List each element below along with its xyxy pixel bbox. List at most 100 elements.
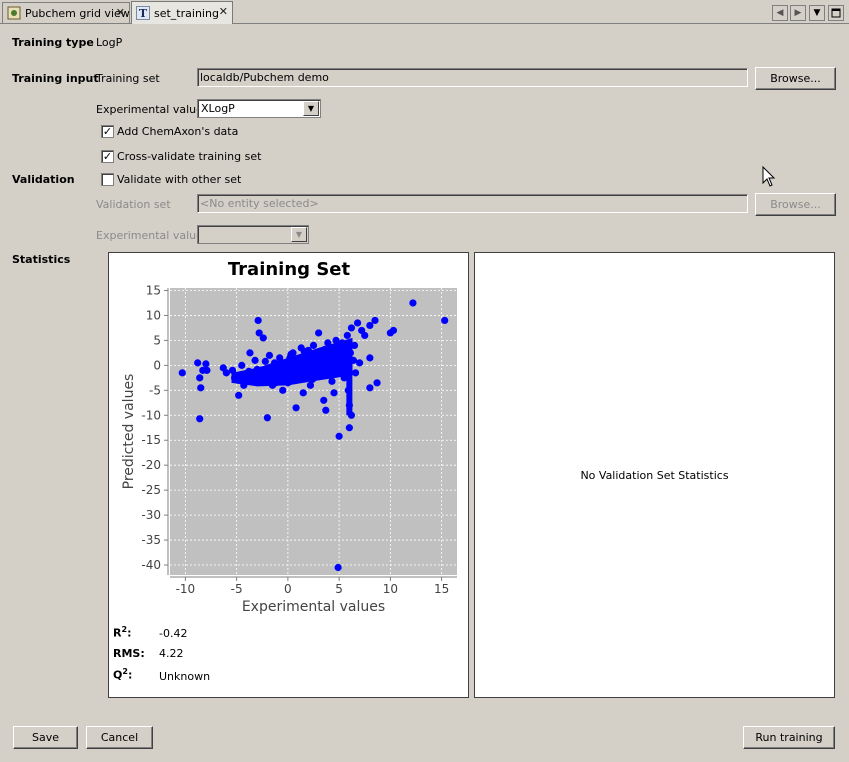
text-type-icon: T	[136, 6, 150, 20]
x-tick-label: -5	[231, 582, 243, 596]
data-point	[332, 336, 340, 345]
data-point	[202, 360, 210, 368]
data-point	[350, 341, 359, 349]
data-point	[441, 316, 449, 325]
y-tick-label: 10	[146, 308, 161, 322]
validate-other-checkbox[interactable]	[101, 173, 114, 186]
q2-value: Unknown	[159, 670, 211, 683]
validation-browse-button[interactable]: Browse...	[755, 193, 836, 216]
data-point	[340, 374, 348, 382]
data-point	[324, 339, 332, 347]
cross-validate-label: Cross-validate training set	[117, 150, 262, 163]
chart-title: Training Set	[228, 259, 351, 280]
data-point	[310, 354, 319, 362]
add-chemaxon-label: Add ChemAxon's data	[117, 125, 239, 138]
data-point	[347, 324, 356, 332]
data-point	[389, 326, 398, 335]
validation-experimental-select[interactable]: ▼	[197, 225, 309, 244]
add-chemaxon-checkbox[interactable]: ✓	[101, 125, 114, 138]
data-point	[322, 406, 330, 414]
data-point	[240, 381, 248, 389]
data-point	[321, 345, 329, 353]
chevron-down-icon[interactable]: ▼	[303, 101, 319, 116]
data-point	[309, 341, 318, 349]
data-point	[308, 375, 317, 383]
data-point	[303, 364, 311, 372]
data-point	[356, 359, 364, 367]
training-type-value: LogP	[96, 36, 123, 49]
data-point	[254, 316, 262, 325]
data-point	[366, 321, 374, 330]
y-tick-label: -20	[141, 458, 161, 472]
data-point	[228, 366, 237, 374]
statistics-label: Statistics	[12, 253, 71, 266]
close-icon[interactable]: ✕	[115, 6, 125, 19]
run-training-button[interactable]: Run training	[743, 726, 835, 749]
scroll-right-icon[interactable]: ▶	[790, 5, 806, 21]
data-point	[346, 349, 354, 357]
cancel-button[interactable]: Cancel	[86, 726, 153, 749]
data-point	[366, 384, 374, 392]
data-point	[196, 374, 204, 382]
validation-statistics-panel: No Validation Set Statistics	[474, 252, 835, 698]
training-set-label: Training set	[96, 72, 160, 85]
data-point	[361, 331, 369, 340]
y-tick-label: 15	[146, 283, 161, 297]
training-browse-button[interactable]: Browse...	[755, 67, 836, 90]
data-point	[259, 334, 267, 342]
grid-view-icon	[7, 6, 21, 20]
validation-label: Validation	[12, 173, 75, 186]
y-tick-label: -5	[149, 383, 161, 397]
experimental-values-label: Experimental values	[96, 103, 209, 116]
experimental-values-select[interactable]: XLogP ▼	[197, 99, 321, 118]
data-point	[334, 563, 342, 572]
y-tick-label: -10	[141, 408, 161, 422]
data-point	[335, 432, 343, 440]
data-point	[271, 379, 280, 387]
svg-text:T: T	[139, 7, 148, 20]
data-point	[245, 367, 253, 375]
maximize-icon[interactable]	[828, 5, 844, 21]
close-icon[interactable]: ✕	[218, 5, 228, 18]
tab-set-training[interactable]: T set_training ✕	[131, 1, 233, 24]
data-point	[344, 386, 352, 394]
data-point	[279, 386, 287, 394]
training-type-label: Training type	[12, 36, 94, 49]
tab-label: Pubchem grid view	[25, 6, 130, 20]
training-statistics-panel: -10 -5 0 5 10 15 15 10 5 0 -5 -10 -15 -20 -25 -30 -35 -40…	[108, 252, 469, 698]
plot-area	[170, 288, 457, 575]
y-tick-label: -40	[141, 558, 161, 572]
data-point	[219, 364, 227, 372]
data-point	[287, 350, 295, 358]
data-point	[318, 354, 326, 362]
save-button[interactable]: Save	[13, 726, 78, 749]
rms-value: 4.22	[159, 647, 184, 660]
data-point	[299, 389, 307, 397]
x-tick-label: 0	[284, 582, 292, 596]
rms-label: RMS:	[113, 647, 145, 660]
data-point	[347, 411, 356, 419]
validate-other-label: Validate with other set	[117, 173, 242, 186]
data-point	[325, 351, 333, 359]
tab-pubchem-grid-view[interactable]: Pubchem grid view ✕	[2, 2, 130, 23]
data-point	[263, 414, 271, 422]
chevron-down-icon[interactable]: ▼	[291, 227, 307, 242]
cross-validate-checkbox[interactable]: ✓	[101, 150, 114, 163]
data-point	[292, 404, 300, 412]
data-point	[373, 379, 381, 387]
data-point	[353, 319, 362, 327]
tab-list-dropdown-icon[interactable]: ▼	[809, 5, 825, 21]
scroll-left-icon[interactable]: ◀	[772, 5, 788, 21]
q2-label: Q2:	[113, 667, 133, 682]
data-point	[349, 356, 358, 364]
data-point	[194, 359, 202, 367]
point-streak	[346, 340, 353, 416]
data-point	[343, 331, 351, 340]
data-point	[251, 356, 259, 364]
data-point	[351, 369, 360, 377]
data-point	[276, 354, 284, 362]
data-point	[281, 361, 289, 369]
data-point	[345, 401, 353, 409]
y-axis-label: Predicted values	[121, 374, 137, 490]
data-point	[265, 351, 274, 359]
